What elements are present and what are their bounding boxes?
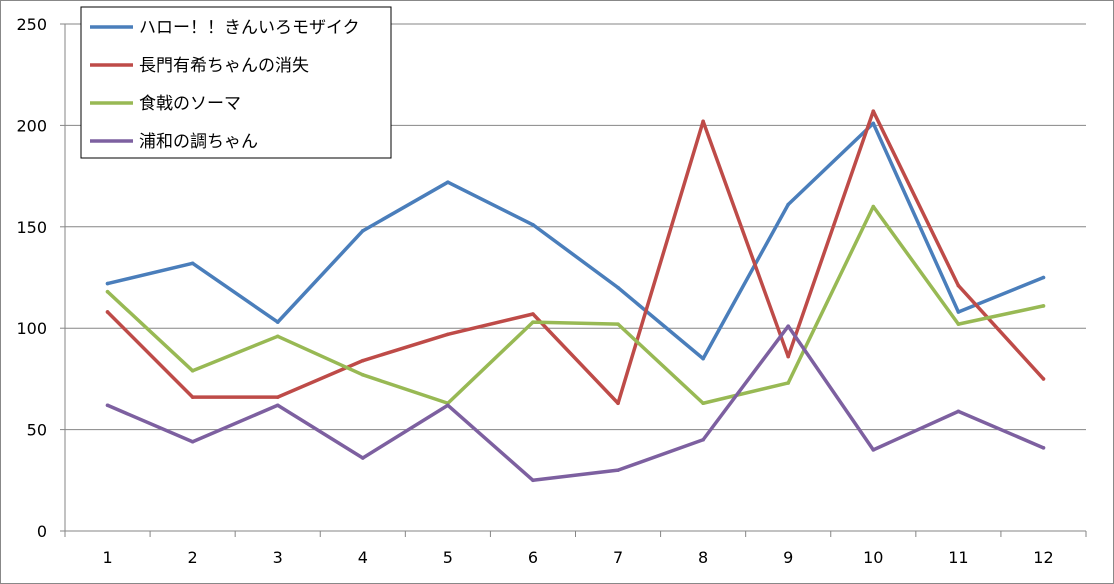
series-2-point-12 <box>1041 377 1046 381</box>
x-tick-label-7: 7 <box>613 548 623 567</box>
series-line-2 <box>105 109 1046 405</box>
y-tick-label-0: 0 <box>37 522 47 541</box>
series-4-point-7 <box>616 468 620 472</box>
series-2-point-7 <box>616 401 620 406</box>
x-tick-label-6: 6 <box>528 548 538 567</box>
series-line-3 <box>105 204 1046 405</box>
series-3-point-6 <box>531 320 535 324</box>
series-3-point-2 <box>190 368 195 373</box>
y-tick-label-200: 200 <box>16 116 47 135</box>
series-1-point-8 <box>701 356 705 361</box>
series-3-point-3 <box>275 334 280 339</box>
x-tick-label-8: 8 <box>698 548 708 567</box>
series-1-point-1 <box>105 281 110 286</box>
x-tick-label-5: 5 <box>443 548 453 567</box>
x-tick-label-11: 11 <box>948 548 968 567</box>
series-4-point-3 <box>275 403 280 408</box>
series-3-point-10 <box>871 204 876 209</box>
x-tick-label-4: 4 <box>358 548 368 567</box>
y-tick-label-50: 50 <box>27 421 47 440</box>
series-1-point-7 <box>616 285 620 290</box>
series-1-point-3 <box>275 320 280 324</box>
series-2-point-8 <box>701 119 705 124</box>
series-1-point-10 <box>871 121 876 126</box>
series-1-point-12 <box>1041 275 1046 280</box>
series-4-point-6 <box>531 478 535 483</box>
x-tick-label-1: 1 <box>102 548 112 567</box>
y-tick-label-150: 150 <box>16 218 47 237</box>
series-3-point-7 <box>616 322 620 326</box>
x-tick-label-9: 9 <box>783 548 793 567</box>
series-1-point-6 <box>531 222 535 227</box>
x-tick-label-12: 12 <box>1033 548 1053 567</box>
series-2-point-4 <box>360 358 365 363</box>
series-4-point-5 <box>446 403 450 408</box>
series-1-point-5 <box>446 180 450 184</box>
legend-box <box>80 6 392 159</box>
series-1-point-11 <box>956 310 961 314</box>
series-lines <box>105 109 1046 483</box>
y-tick-label-100: 100 <box>16 319 47 338</box>
series-2-point-3 <box>275 395 280 399</box>
series-2-point-9 <box>786 354 791 359</box>
series-4-point-9 <box>786 324 791 328</box>
series-3-point-12 <box>1041 304 1046 308</box>
series-2-point-1 <box>105 310 110 314</box>
series-4-point-10 <box>871 448 876 452</box>
series-4-point-2 <box>190 439 195 444</box>
legend-label-3: 食戟のソーマ <box>139 94 241 114</box>
series-3-point-8 <box>701 401 705 406</box>
series-2-point-10 <box>871 109 876 114</box>
series-3-point-4 <box>360 373 365 377</box>
legend-label-2: 長門有希ちゃんの消失 <box>139 56 309 76</box>
x-tick-label-10: 10 <box>863 548 883 567</box>
x-tick-label-3: 3 <box>273 548 283 567</box>
y-tick-label-250: 250 <box>16 15 47 34</box>
series-2-point-11 <box>956 283 961 288</box>
series-3-point-11 <box>956 322 961 326</box>
series-line-1 <box>105 121 1046 361</box>
series-line-4 <box>105 324 1046 483</box>
legend-label-1: ハロー！！きんいろモザイク <box>139 18 360 38</box>
series-4-point-4 <box>360 456 365 460</box>
x-tick-label-2: 2 <box>188 548 198 567</box>
series-4-point-1 <box>105 403 110 408</box>
series-4-point-8 <box>701 437 705 442</box>
series-1-point-9 <box>786 202 791 207</box>
series-2-point-5 <box>446 332 450 337</box>
series-3-point-9 <box>786 381 791 385</box>
series-1-point-4 <box>360 229 365 233</box>
series-3-point-1 <box>105 289 110 294</box>
series-1-point-2 <box>190 261 195 266</box>
legend-label-4: 浦和の調ちゃん <box>139 132 258 152</box>
series-2-point-6 <box>531 312 535 316</box>
series-4-point-11 <box>956 409 961 414</box>
series-4-point-12 <box>1041 446 1046 450</box>
series-2-point-2 <box>190 395 195 399</box>
